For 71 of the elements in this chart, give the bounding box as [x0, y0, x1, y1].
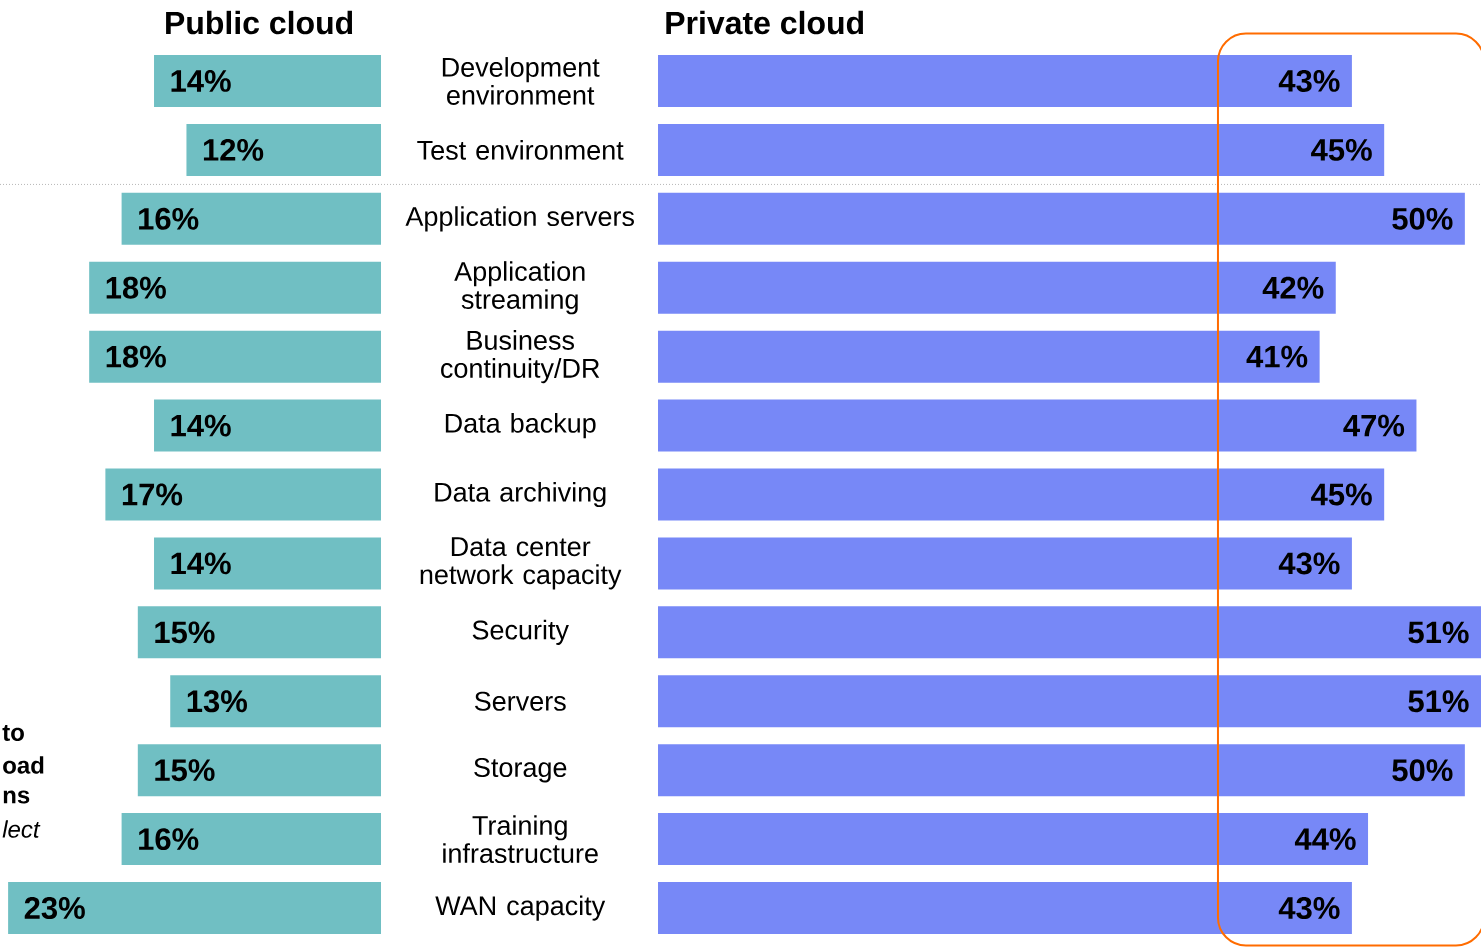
bar — [89, 261, 382, 314]
bar — [658, 330, 1320, 383]
y-tick-label: Test environment — [417, 139, 624, 160]
data-label: 43% — [1278, 69, 1340, 92]
bar — [658, 192, 1465, 245]
y-tick-label: Application servers — [405, 206, 634, 232]
annotation: oad — [3, 756, 44, 774]
bar — [154, 399, 382, 452]
data-label: 15% — [155, 621, 215, 644]
data-label: 43% — [1278, 552, 1340, 575]
bar — [658, 606, 1481, 659]
bar — [137, 744, 382, 797]
bar — [186, 123, 382, 176]
data-label: 47% — [1343, 414, 1405, 437]
bar — [105, 468, 382, 521]
bar — [137, 606, 382, 659]
bar — [89, 330, 382, 383]
bar — [170, 675, 382, 728]
bar — [154, 537, 382, 590]
annotation: to — [2, 725, 24, 741]
y-tick-label: Development environment — [442, 57, 600, 105]
y-tick-label: Servers — [474, 691, 566, 711]
data-label: 41% — [1246, 345, 1308, 368]
y-tick-label: WAN capacity — [435, 895, 606, 921]
bar — [658, 675, 1481, 728]
bar — [658, 468, 1385, 521]
y-tick-label: Data center network capacity — [420, 537, 622, 590]
y-tick-label: Security — [472, 619, 569, 645]
data-label: 17% — [122, 483, 183, 506]
bar — [8, 882, 382, 935]
y-tick-label: Data archiving — [435, 481, 606, 508]
data-label: 16% — [139, 828, 199, 851]
data-label: 13% — [187, 690, 247, 713]
data-label: 44% — [1294, 828, 1356, 851]
bar — [658, 123, 1385, 176]
y-tick-label: Training infrastructure — [443, 815, 598, 864]
chart-title: Public cloud — [166, 10, 353, 35]
annotation: lect — [2, 820, 41, 838]
y-tick-label: Application streaming — [454, 261, 585, 315]
bar — [121, 192, 382, 245]
y-tick-label: Storage — [474, 757, 567, 783]
bar — [154, 54, 382, 107]
y-tick-label: Business continuity/DR — [441, 330, 600, 384]
annotation: ns — [3, 790, 30, 804]
data-label: 45% — [1311, 483, 1372, 506]
data-label: 16% — [139, 207, 199, 230]
bar — [658, 261, 1336, 314]
bar — [658, 537, 1352, 590]
data-label: 42% — [1262, 276, 1324, 299]
data-label: 18% — [106, 276, 166, 299]
bar — [121, 813, 382, 866]
data-label: 51% — [1408, 690, 1469, 713]
data-label: 43% — [1278, 897, 1340, 920]
data-label: 45% — [1311, 138, 1372, 161]
bar — [658, 744, 1465, 797]
data-label: 18% — [106, 345, 166, 368]
data-label: 14% — [171, 70, 231, 92]
bar — [658, 882, 1352, 935]
data-label: 51% — [1408, 621, 1469, 644]
data-label: 23% — [24, 897, 85, 920]
y-tick-label: Data backup — [445, 412, 596, 439]
data-label: 14% — [171, 414, 231, 437]
data-label: 15% — [155, 759, 215, 782]
bar — [658, 813, 1369, 866]
data-label: 50% — [1392, 207, 1453, 230]
data-label: 14% — [171, 552, 231, 575]
bar — [658, 399, 1417, 452]
bar — [658, 54, 1352, 107]
data-label: 50% — [1392, 759, 1453, 782]
data-label: 12% — [203, 138, 264, 161]
chart-title: Private cloud — [666, 10, 864, 35]
